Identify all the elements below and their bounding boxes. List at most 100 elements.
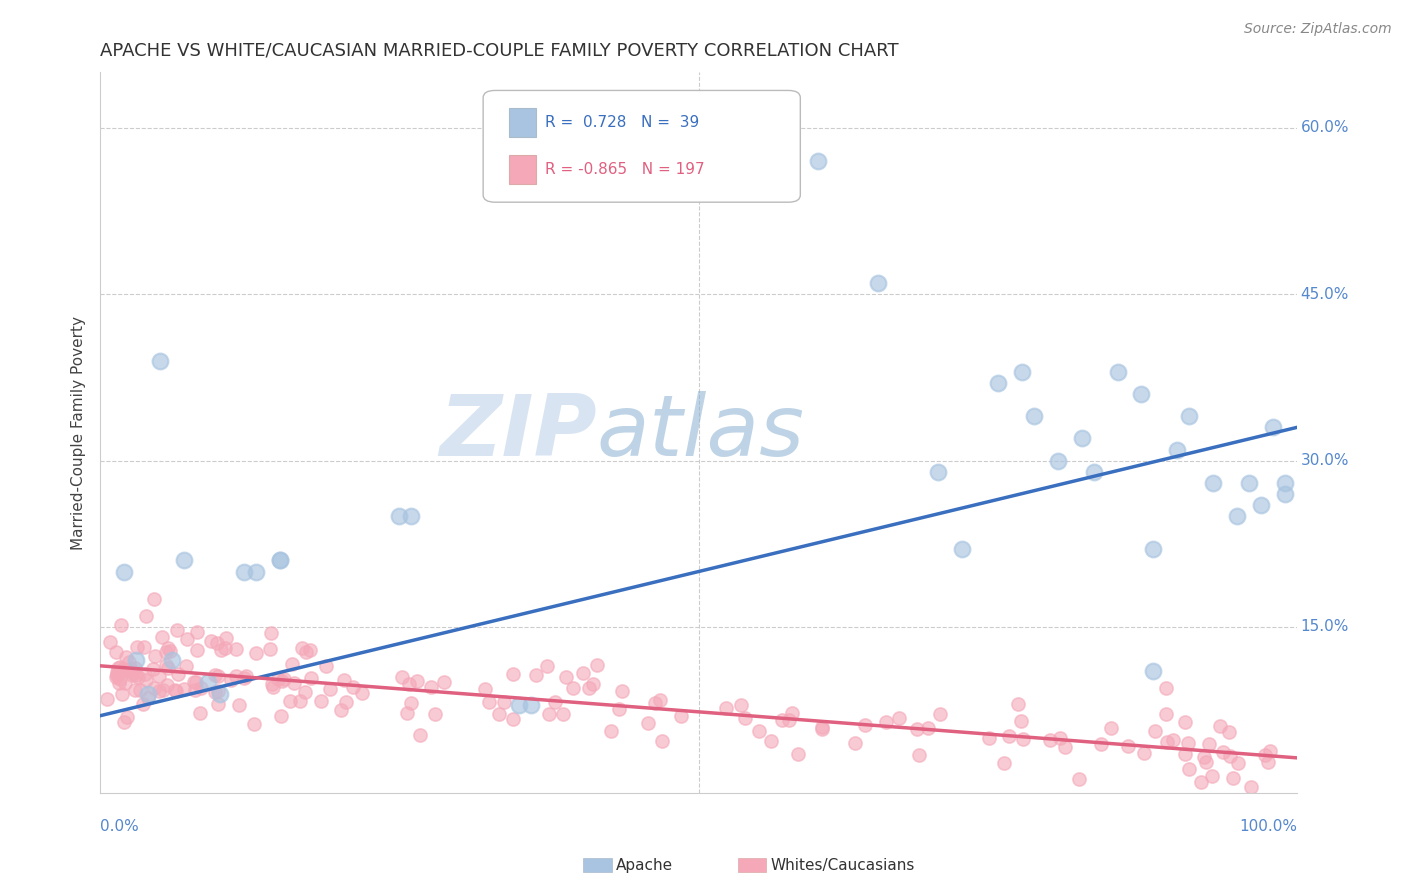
Point (105, 668, 128, 682)
Point (225, 642, 247, 657)
Point (993, 756, 1015, 770)
Point (183, 675, 205, 690)
Point (1039, 733, 1062, 747)
Point (107, 665, 129, 679)
Point (520, 698, 543, 712)
Point (637, 716, 659, 731)
Point (607, 702, 630, 716)
Point (1118, 739, 1140, 754)
Point (173, 681, 195, 696)
Point (1209, 719, 1232, 733)
Point (928, 706, 950, 721)
Point (152, 683, 174, 698)
Point (112, 715, 135, 730)
Point (1133, 746, 1156, 760)
Point (98, 635, 121, 649)
Point (259, 641, 281, 656)
Point (1011, 731, 1033, 746)
Point (105, 667, 128, 681)
Point (905, 722, 928, 736)
Point (173, 553, 195, 567)
Point (108, 659, 131, 673)
Point (561, 681, 583, 695)
Point (544, 695, 567, 709)
Point (1219, 749, 1241, 764)
Point (979, 731, 1001, 746)
Text: 0.0%: 0.0% (100, 819, 139, 834)
Point (209, 642, 232, 657)
Point (1240, 780, 1263, 794)
Point (233, 671, 256, 685)
Point (1258, 744, 1281, 758)
Point (1011, 365, 1033, 379)
Point (586, 658, 609, 673)
Point (107, 675, 129, 690)
Point (536, 659, 558, 673)
Point (243, 717, 266, 731)
Point (425, 706, 447, 721)
Point (998, 729, 1021, 743)
Point (150, 630, 173, 644)
Point (433, 675, 456, 690)
Point (184, 683, 207, 698)
Point (1274, 487, 1296, 501)
Point (134, 640, 156, 654)
Point (811, 722, 834, 736)
Point (1250, 498, 1272, 512)
Point (398, 677, 420, 691)
Point (714, 701, 737, 715)
Point (1142, 542, 1164, 557)
Point (502, 712, 524, 726)
Point (1198, 738, 1220, 752)
Point (572, 666, 595, 681)
Point (157, 660, 180, 674)
Point (167, 666, 190, 681)
Point (138, 690, 160, 705)
Point (299, 671, 322, 685)
Point (124, 683, 146, 698)
Point (129, 682, 152, 697)
Point (215, 631, 238, 645)
Point (114, 676, 136, 690)
Point (112, 565, 135, 579)
Point (669, 709, 692, 723)
Point (148, 669, 170, 683)
Point (105, 645, 128, 659)
Text: ZIP: ZIP (439, 392, 598, 475)
Point (651, 734, 673, 748)
Point (844, 736, 866, 750)
Point (350, 686, 373, 700)
Point (868, 276, 890, 290)
Point (269, 553, 291, 567)
Point (96, 692, 118, 706)
Point (200, 633, 222, 648)
Point (245, 646, 267, 660)
Point (127, 670, 149, 684)
Text: 15.0%: 15.0% (1301, 619, 1348, 634)
Point (111, 687, 134, 701)
Point (125, 640, 148, 655)
Point (159, 643, 181, 657)
Point (143, 649, 166, 664)
FancyBboxPatch shape (509, 109, 536, 137)
FancyBboxPatch shape (509, 155, 536, 184)
Point (319, 682, 342, 697)
Point (409, 728, 432, 742)
Point (987, 376, 1010, 390)
Point (271, 674, 294, 689)
Point (120, 662, 142, 676)
Point (612, 684, 634, 698)
Point (1202, 475, 1225, 490)
Point (225, 669, 247, 683)
Point (235, 669, 257, 683)
Point (1022, 409, 1045, 424)
Point (132, 698, 155, 712)
Text: 45.0%: 45.0% (1301, 286, 1348, 301)
Point (1226, 509, 1249, 524)
Point (228, 698, 250, 712)
Point (315, 659, 337, 673)
Point (207, 684, 229, 698)
Point (1174, 747, 1197, 762)
Point (134, 667, 156, 681)
Point (1144, 724, 1167, 739)
